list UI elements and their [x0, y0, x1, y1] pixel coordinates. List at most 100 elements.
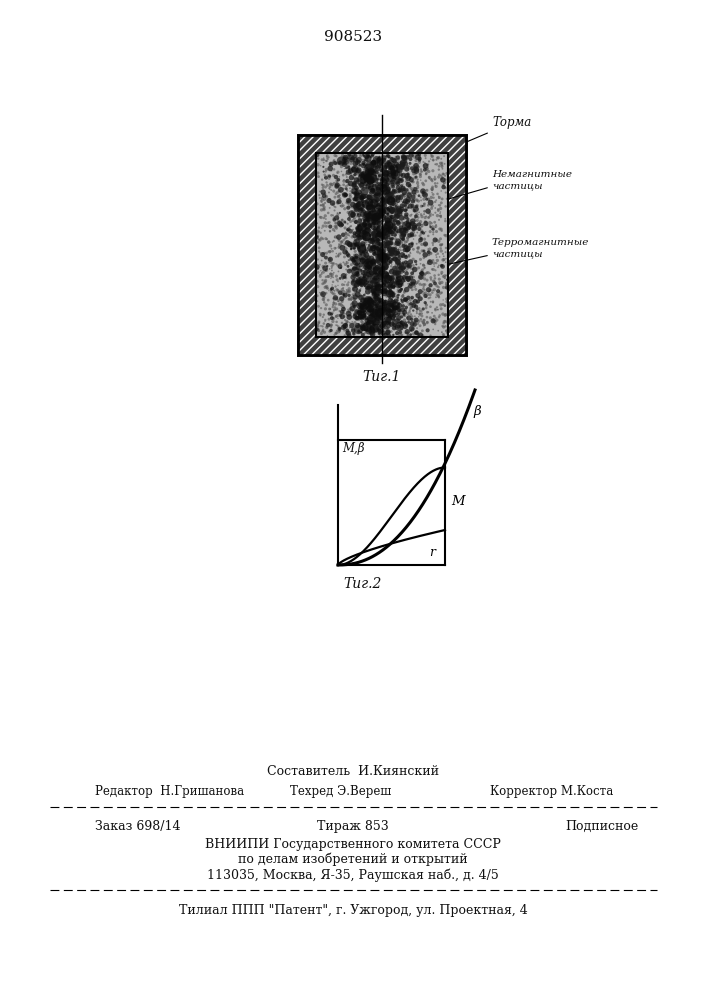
Point	[392, 267, 403, 283]
Point	[359, 183, 370, 199]
Point	[392, 215, 404, 231]
Point	[351, 165, 362, 181]
Point	[438, 166, 449, 182]
Point	[387, 242, 398, 258]
Point	[420, 296, 431, 312]
Point	[346, 209, 358, 225]
Point	[374, 202, 385, 218]
Point	[365, 316, 376, 332]
Point	[327, 277, 338, 293]
Point	[392, 288, 403, 304]
Point	[337, 277, 348, 293]
Point	[323, 149, 334, 165]
Point	[416, 264, 428, 280]
Point	[392, 189, 404, 205]
Point	[371, 157, 382, 173]
Point	[332, 230, 344, 246]
Point	[321, 262, 332, 278]
Point	[375, 242, 386, 258]
Point	[382, 238, 393, 254]
Point	[406, 172, 417, 188]
Point	[370, 164, 382, 180]
Point	[425, 151, 436, 167]
Point	[428, 152, 439, 168]
Point	[397, 263, 409, 279]
Point	[399, 302, 411, 318]
Point	[369, 264, 380, 280]
Point	[363, 195, 374, 211]
Point	[333, 233, 344, 249]
Point	[387, 176, 398, 192]
Point	[402, 269, 414, 285]
Point	[354, 312, 365, 328]
Point	[381, 231, 392, 247]
Point	[382, 193, 393, 209]
Point	[322, 280, 333, 296]
Point	[363, 257, 375, 273]
Point	[393, 203, 404, 219]
Point	[406, 227, 417, 243]
Point	[362, 170, 373, 186]
Point	[370, 282, 382, 298]
Point	[351, 174, 363, 190]
Point	[341, 248, 353, 264]
Point	[349, 167, 360, 183]
Point	[371, 152, 382, 168]
Point	[395, 221, 407, 237]
Point	[396, 157, 407, 173]
Point	[372, 175, 383, 191]
Point	[419, 203, 430, 219]
Point	[363, 211, 374, 227]
Point	[358, 245, 369, 261]
Point	[381, 157, 392, 173]
Point	[404, 269, 415, 285]
Point	[364, 290, 375, 306]
Point	[416, 216, 428, 232]
Point	[334, 270, 346, 286]
Point	[412, 171, 423, 187]
Point	[394, 327, 405, 343]
Point	[358, 190, 370, 206]
Point	[380, 177, 391, 193]
Point	[393, 151, 404, 167]
Point	[373, 314, 384, 330]
Text: Τиг.1: Τиг.1	[363, 370, 401, 384]
Point	[385, 160, 397, 176]
Point	[346, 297, 357, 313]
Point	[380, 165, 392, 181]
Point	[370, 222, 381, 238]
Point	[401, 218, 412, 234]
Point	[386, 189, 397, 205]
Point	[358, 301, 369, 317]
Point	[411, 192, 423, 208]
Point	[366, 173, 378, 189]
Point	[333, 213, 344, 229]
Point	[378, 150, 390, 166]
Point	[380, 230, 391, 246]
Point	[328, 222, 339, 238]
Point	[408, 231, 419, 247]
Point	[375, 272, 386, 288]
Point	[325, 219, 336, 235]
Point	[423, 304, 434, 320]
Point	[382, 287, 393, 303]
Point	[325, 223, 336, 239]
Point	[375, 203, 386, 219]
Point	[384, 195, 395, 211]
Point	[399, 304, 410, 320]
Point	[420, 236, 431, 252]
Point	[318, 246, 329, 262]
Point	[409, 170, 421, 186]
Point	[312, 264, 324, 280]
Point	[344, 263, 355, 279]
Point	[368, 298, 379, 314]
Point	[417, 198, 428, 214]
Point	[390, 182, 401, 198]
Point	[394, 302, 405, 318]
Point	[402, 215, 414, 231]
Point	[441, 291, 452, 307]
Point	[374, 154, 385, 170]
Point	[373, 252, 385, 268]
Point	[411, 305, 423, 321]
Point	[381, 318, 392, 334]
